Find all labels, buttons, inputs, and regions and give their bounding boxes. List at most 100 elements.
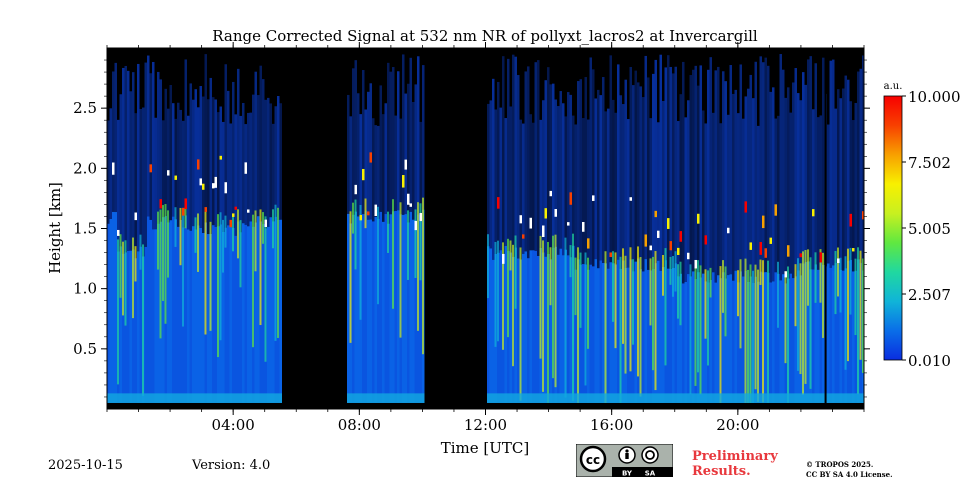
- signal-column: [822, 57, 825, 409]
- signal-column: [184, 59, 187, 409]
- signal-column: [202, 96, 205, 409]
- signal-column: [409, 57, 412, 409]
- signal-column: [654, 59, 657, 409]
- signal-column: [502, 56, 505, 409]
- signal-column: [537, 60, 540, 409]
- signal-column: [727, 114, 730, 409]
- signal-column: [512, 54, 515, 409]
- signal-column: [177, 102, 180, 409]
- signal-column: [192, 99, 195, 409]
- signal-column: [562, 103, 565, 409]
- signal-column: [394, 115, 397, 409]
- signal-column: [644, 55, 647, 409]
- signal-column: [372, 118, 375, 409]
- signal-column: [497, 81, 500, 409]
- x-tick-label: 04:00: [212, 416, 255, 434]
- signal-column: [199, 86, 202, 409]
- signal-column: [737, 113, 740, 409]
- signal-column: [234, 114, 237, 409]
- signal-column: [254, 71, 257, 409]
- signal-column: [782, 69, 785, 409]
- signal-column: [687, 100, 690, 409]
- signal-column: [772, 87, 775, 409]
- signal-column: [762, 62, 765, 409]
- y-tick-label: 0.5: [73, 340, 97, 358]
- signal-column: [709, 57, 712, 409]
- signal-column: [699, 65, 702, 409]
- version-label: Version: 4.0: [192, 458, 271, 473]
- heatmap-plot-area: [107, 48, 864, 409]
- signal-column: [832, 59, 835, 409]
- signal-column: [524, 71, 527, 409]
- signal-column: [522, 123, 525, 409]
- signal-column: [547, 67, 550, 409]
- signal-column: [582, 118, 585, 409]
- signal-column: [577, 81, 580, 409]
- date-label: 2025-10-15: [48, 458, 123, 473]
- signal-column: [749, 74, 752, 409]
- signal-column: [552, 83, 555, 409]
- signal-column: [204, 54, 207, 409]
- signal-column: [592, 69, 595, 409]
- signal-column: [549, 84, 552, 409]
- signal-column: [789, 112, 792, 409]
- cc-by-sa-license-badge[interactable]: cc BY SA: [576, 444, 673, 477]
- signal-column: [754, 61, 757, 409]
- signal-column: [197, 107, 200, 409]
- signal-column: [529, 114, 532, 409]
- signal-column: [787, 87, 790, 409]
- signal-column: [629, 66, 632, 409]
- signal-column: [267, 97, 270, 409]
- signal-column: [132, 72, 135, 409]
- signal-column: [764, 57, 767, 409]
- y-tick-label: 1.0: [73, 280, 97, 298]
- signal-column: [667, 55, 670, 409]
- signal-column: [744, 96, 747, 409]
- signal-column: [564, 116, 567, 409]
- signal-column: [212, 97, 215, 409]
- signal-column: [172, 103, 175, 409]
- signal-column: [499, 107, 502, 409]
- signal-column: [137, 63, 140, 409]
- signal-column: [622, 104, 625, 409]
- signal-column: [359, 114, 362, 409]
- signal-column: [157, 71, 160, 409]
- signal-column: [539, 119, 542, 409]
- signal-column: [702, 110, 705, 409]
- signal-column: [217, 112, 220, 409]
- signal-column: [627, 119, 630, 409]
- signal-column: [269, 103, 272, 409]
- signal-column: [814, 63, 817, 409]
- signal-column: [392, 67, 395, 409]
- signal-column: [129, 91, 132, 409]
- signal-column: [704, 123, 707, 409]
- signal-column: [229, 123, 232, 409]
- signal-column: [404, 93, 407, 409]
- signal-column: [154, 117, 157, 409]
- signal-column: [684, 117, 687, 409]
- colorbar-tick-label: 7.502: [908, 154, 951, 172]
- signal-column: [812, 109, 815, 409]
- y-tick-label: 2.0: [73, 159, 97, 177]
- signal-column: [857, 71, 860, 409]
- signal-column: [209, 77, 212, 409]
- signal-column: [672, 73, 675, 409]
- signal-column: [827, 124, 830, 409]
- signal-column: [384, 103, 387, 409]
- signal-column: [799, 100, 802, 409]
- signal-column: [594, 98, 597, 409]
- x-tick-label: 20:00: [716, 416, 759, 434]
- x-axis-label: Time [UTC]: [441, 439, 530, 457]
- colorbar-tick-label: 2.507: [908, 286, 951, 304]
- signal-column: [194, 89, 197, 409]
- signal-column: [127, 70, 130, 409]
- signal-column: [492, 78, 495, 409]
- signal-column: [674, 66, 677, 409]
- signal-column: [187, 115, 190, 409]
- preliminary-results-note: Preliminary Results.: [692, 449, 778, 479]
- signal-column: [227, 90, 230, 409]
- signal-column: [207, 99, 210, 409]
- signal-column: [634, 70, 637, 409]
- signal-column: [807, 59, 810, 409]
- signal-column: [377, 125, 380, 409]
